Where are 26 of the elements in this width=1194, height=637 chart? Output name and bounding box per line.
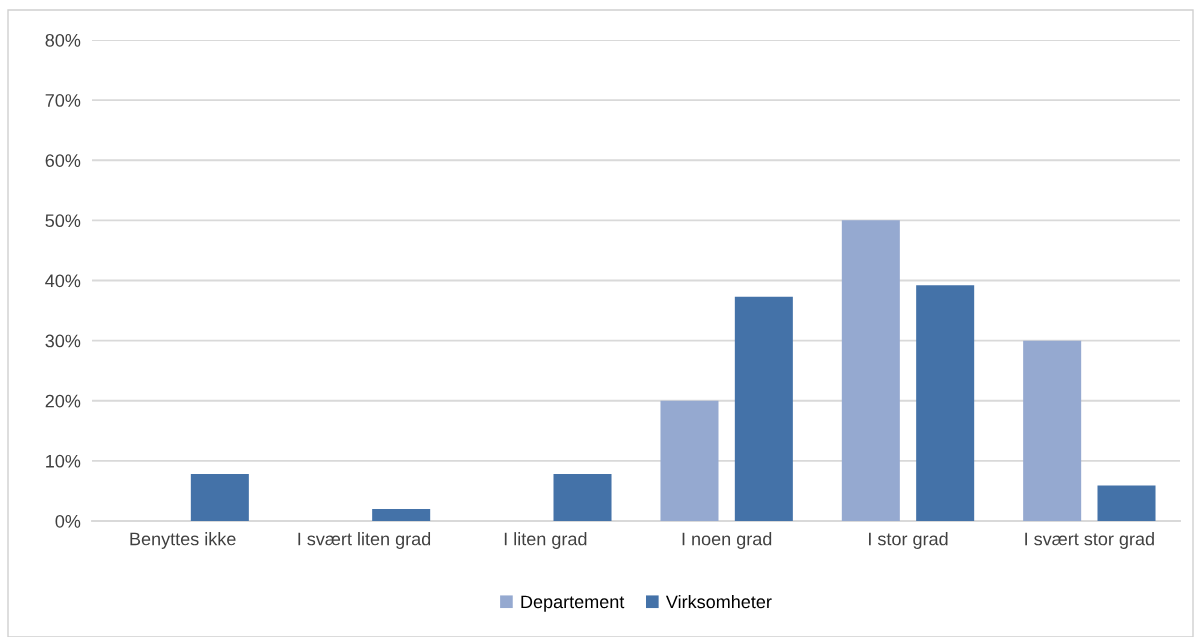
bar [734, 296, 793, 521]
bar [1097, 485, 1156, 521]
bar [553, 474, 612, 521]
x-tick-label: I svært stor grad [1025, 532, 1154, 549]
y-tick-label: 50% [45, 214, 81, 228]
y-tick-label: 10% [46, 454, 81, 468]
y-tick-label: 70% [45, 94, 81, 107]
y-tick-label: 60% [45, 154, 81, 167]
x-tick-label: Benyttes ikke [130, 532, 236, 549]
x-tick-label: I liten grad [504, 532, 587, 549]
y-tick-label: 80% [45, 33, 81, 47]
legend-label: Departement [521, 595, 625, 612]
y-tick-label: 0% [55, 514, 81, 528]
x-tick-label: I noen grad [682, 532, 772, 549]
x-tick-label: I stor grad [869, 532, 948, 549]
x-tick-label: I svært liten grad [298, 532, 431, 549]
bar [372, 508, 431, 521]
bar [660, 400, 719, 521]
y-tick-label: 30% [45, 334, 81, 348]
y-tick-label: 40% [45, 274, 81, 288]
y-tick-label: 20% [45, 394, 81, 408]
bar [841, 220, 900, 521]
bar [916, 285, 975, 521]
bar [190, 474, 249, 521]
legend-label: Virksomheter [665, 594, 772, 609]
bar [1023, 340, 1082, 521]
